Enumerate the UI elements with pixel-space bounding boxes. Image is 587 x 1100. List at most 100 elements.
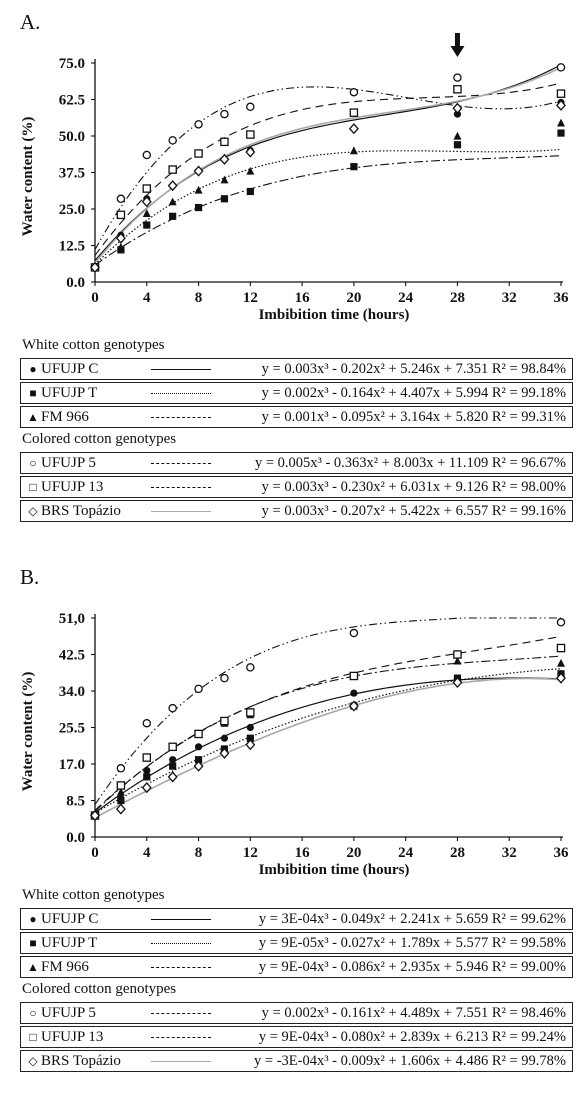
point-5-4 <box>193 165 204 177</box>
point-5-6 <box>245 146 256 158</box>
point-2-3 <box>168 197 177 206</box>
legend-series-name: UFUJP 13 <box>41 478 104 495</box>
point-1-3 <box>169 212 177 220</box>
legend-line-sample <box>151 1036 211 1038</box>
legend-equation: y = -3E-04x³ - 0.009x² + 1.606x + 4.486 … <box>254 1052 566 1069</box>
point-3-6 <box>246 102 255 112</box>
x-axis-label: Imbibition time (hours) <box>259 862 410 878</box>
point-4-6 <box>246 130 255 139</box>
y-tick-label: 62.5 <box>59 93 85 109</box>
point-5-8 <box>452 676 463 688</box>
legend-group-white: White cotton genotypes <box>22 337 165 353</box>
x-tick-label: 36 <box>554 290 570 306</box>
legend-equation: y = 9E-05x³ - 0.027x² + 1.789x + 5.577 R… <box>258 934 566 951</box>
legend-b: White cotton genotypes ● UFUJP C y = 3E-04x… <box>20 884 573 1072</box>
point-4-3 <box>168 742 177 752</box>
point-1-4 <box>194 203 203 212</box>
point-2-2 <box>142 209 151 217</box>
legend-marker: ○ <box>29 1005 37 1020</box>
point-3-1 <box>116 194 126 204</box>
point-5-6 <box>245 739 256 751</box>
point-3-7 <box>349 628 359 638</box>
y-tick-label: 51,0 <box>59 611 85 627</box>
point-2-8 <box>453 656 462 665</box>
point-2-9 <box>557 658 565 667</box>
y-axis-label: Water content (%) <box>20 672 36 792</box>
legend-line-sample <box>151 392 211 394</box>
y-tick-label: 25.0 <box>59 202 85 218</box>
legend-equation: y = 9E-04x³ - 0.086x² + 2.935x + 5.946 R… <box>258 958 566 975</box>
point-0-6 <box>246 723 254 732</box>
legend-marker: ◇ <box>28 503 38 518</box>
panel-b-label: B. <box>20 565 40 589</box>
legend-row: ▲ FM 966 y = 9E-04x³ - 0.086x² + 2.935x + … <box>20 956 573 978</box>
point-5-5 <box>219 747 230 759</box>
legend-series-name: UFUJP 5 <box>41 454 96 471</box>
point-5-3 <box>167 771 178 783</box>
legend-row: ○ UFUJP 5 y = 0.005x³ - 0.363x² + 8.003x +… <box>20 452 573 474</box>
point-3-4 <box>194 120 203 129</box>
x-tick-label: 4 <box>143 845 151 861</box>
x-tick-label: 16 <box>295 845 311 861</box>
legend-row: □ UFUJP 13 y = 0.003x³ - 0.230x² + 6.031x … <box>20 476 573 498</box>
legend-line-sample <box>151 1060 211 1062</box>
legend-equation: y = 0.003x³ - 0.230x² + 6.031x + 9.126 R… <box>261 478 566 495</box>
legend-row: ▲ FM 966 y = 0.001x³ - 0.095x² + 3.164x + … <box>20 406 573 428</box>
x-tick-label: 8 <box>195 290 203 306</box>
point-3-1 <box>116 764 126 773</box>
legend-a: White cotton genotypes ● UFUJP C y = 0.003x… <box>20 334 573 522</box>
point-4-5 <box>220 137 229 147</box>
point-4-8 <box>453 650 462 659</box>
point-5-9 <box>556 672 566 684</box>
point-1-6 <box>246 187 254 196</box>
fit-line-3 <box>94 617 561 805</box>
legend-row: ● UFUJP C y = 0.003x³ - 0.202x² + 5.246x +… <box>20 358 573 380</box>
y-axis-label: Water content (%) <box>20 117 36 237</box>
point-1-4 <box>194 756 203 764</box>
legend-equation: y = 0.003x³ - 0.207x² + 5.422x + 6.557 R… <box>261 502 566 519</box>
y-tick-label: 0.0 <box>66 275 85 291</box>
legend-equation: y = 0.002x³ - 0.161x² + 4.489x + 7.551 R… <box>261 1004 566 1021</box>
x-tick-label: 0 <box>91 845 99 861</box>
point-3-6 <box>246 663 255 672</box>
point-3-3 <box>168 703 177 713</box>
y-tick-label: 25.5 <box>59 721 85 737</box>
point-3-4 <box>194 684 203 694</box>
point-5-2 <box>141 782 152 794</box>
point-1-7 <box>350 163 358 171</box>
point-1-9 <box>557 129 565 137</box>
legend-marker: □ <box>29 1029 37 1044</box>
legend-row: □ UFUJP 13 y = 9E-04x³ - 0.080x² + 2.839x … <box>20 1026 573 1048</box>
point-4-8 <box>453 85 462 94</box>
point-2-4 <box>194 185 203 194</box>
fit-line-4 <box>94 635 562 811</box>
y-tick-label: 34.0 <box>59 684 85 700</box>
panel-a-label: A. <box>20 10 41 34</box>
legend-marker: ○ <box>29 455 37 470</box>
legend-line-sample <box>151 368 211 370</box>
legend-row: ◇ BRS Topázio y = -3E-04x³ - 0.009x² + 1.6… <box>20 1050 573 1072</box>
legend-line-sample <box>151 966 211 968</box>
fit-line-2 <box>94 655 562 812</box>
x-tick-label: 20 <box>346 290 361 306</box>
point-1-8 <box>453 141 462 149</box>
point-2-1 <box>116 242 125 251</box>
fit-line-5 <box>94 66 562 264</box>
point-1-5 <box>220 195 229 203</box>
fit-line-1 <box>94 148 562 265</box>
point-5-0 <box>90 261 100 273</box>
x-tick-label: 16 <box>295 290 311 306</box>
legend-series-name: FM 966 <box>41 958 89 975</box>
legend-row: ● UFUJP C y = 3E-04x³ - 0.049x² + 2.241x +… <box>20 908 573 930</box>
legend-series-name: FM 966 <box>41 408 89 425</box>
legend-marker: □ <box>29 479 37 494</box>
point-5-1 <box>115 803 126 815</box>
point-1-3 <box>169 762 177 770</box>
y-tick-label: 17.0 <box>59 757 85 773</box>
point-5-5 <box>219 153 230 165</box>
point-0-4 <box>194 743 203 751</box>
x-tick-label: 24 <box>398 845 414 861</box>
legend-line-sample <box>151 486 211 488</box>
legend-row: ○ UFUJP 5 y = 0.002x³ - 0.161x² + 4.489x +… <box>20 1002 573 1024</box>
x-tick-label: 8 <box>195 845 203 861</box>
